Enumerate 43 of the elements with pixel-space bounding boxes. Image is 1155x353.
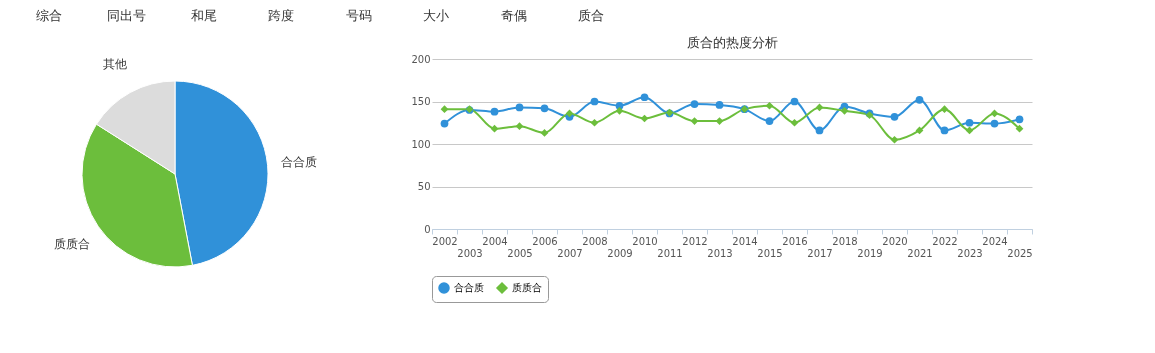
- text: 奇偶: [500, 8, 527, 23]
- x-tick-label: 2009: [607, 247, 633, 259]
- x-tick-label: 2002: [432, 235, 458, 247]
- slice-label: 其他: [102, 57, 127, 72]
- text: 大小: [423, 8, 450, 23]
- x-tick-label: 2014: [732, 235, 758, 247]
- x-tick-label: 2018: [832, 235, 858, 247]
- chart-title: 质合的热度分析: [686, 35, 778, 50]
- slice-label: 合合质: [281, 155, 318, 170]
- text: 和尾: [190, 8, 217, 23]
- x-tick-label: 2015: [757, 247, 783, 259]
- x-tick-label: 2011: [657, 247, 683, 259]
- x-tick-label: 2019: [857, 247, 883, 259]
- text: 号码: [345, 8, 372, 23]
- y-tick-label: 100: [411, 138, 431, 150]
- x-tick-label: 2010: [632, 235, 658, 247]
- text: 跨度: [268, 8, 295, 23]
- x-tick-label: 2012: [682, 235, 708, 247]
- x-tick-label: 2023: [957, 247, 983, 259]
- x-tick-label: 2013: [707, 247, 733, 259]
- text: 同出号: [106, 8, 146, 23]
- text: 综合: [35, 8, 62, 23]
- y-tick-label: 150: [411, 96, 431, 107]
- legend-label: 合合质: [454, 282, 484, 293]
- x-tick-label: 2003: [457, 247, 483, 259]
- y-tick-label: 50: [417, 181, 431, 192]
- x-tick-label: 2017: [807, 247, 833, 259]
- x-tick-label: 2020: [882, 235, 908, 247]
- x-tick-label: 2005: [507, 247, 533, 259]
- x-tick-label: 2008: [582, 235, 608, 247]
- slice-label: 质质合: [53, 237, 90, 252]
- x-tick-label: 2007: [557, 247, 583, 259]
- x-tick-label: 2022: [932, 235, 958, 247]
- legend-label: 质质合: [512, 282, 542, 293]
- y-tick-label: 0: [424, 223, 431, 235]
- text: 质合: [578, 8, 605, 23]
- x-tick-label: 2025: [1007, 247, 1033, 259]
- x-tick-label: 2016: [782, 235, 808, 247]
- y-tick-label: 200: [411, 53, 431, 65]
- x-tick-label: 2006: [532, 235, 558, 247]
- x-tick-label: 2021: [907, 247, 933, 259]
- x-tick-label: 2024: [982, 235, 1008, 247]
- x-tick-label: 2004: [482, 235, 508, 247]
